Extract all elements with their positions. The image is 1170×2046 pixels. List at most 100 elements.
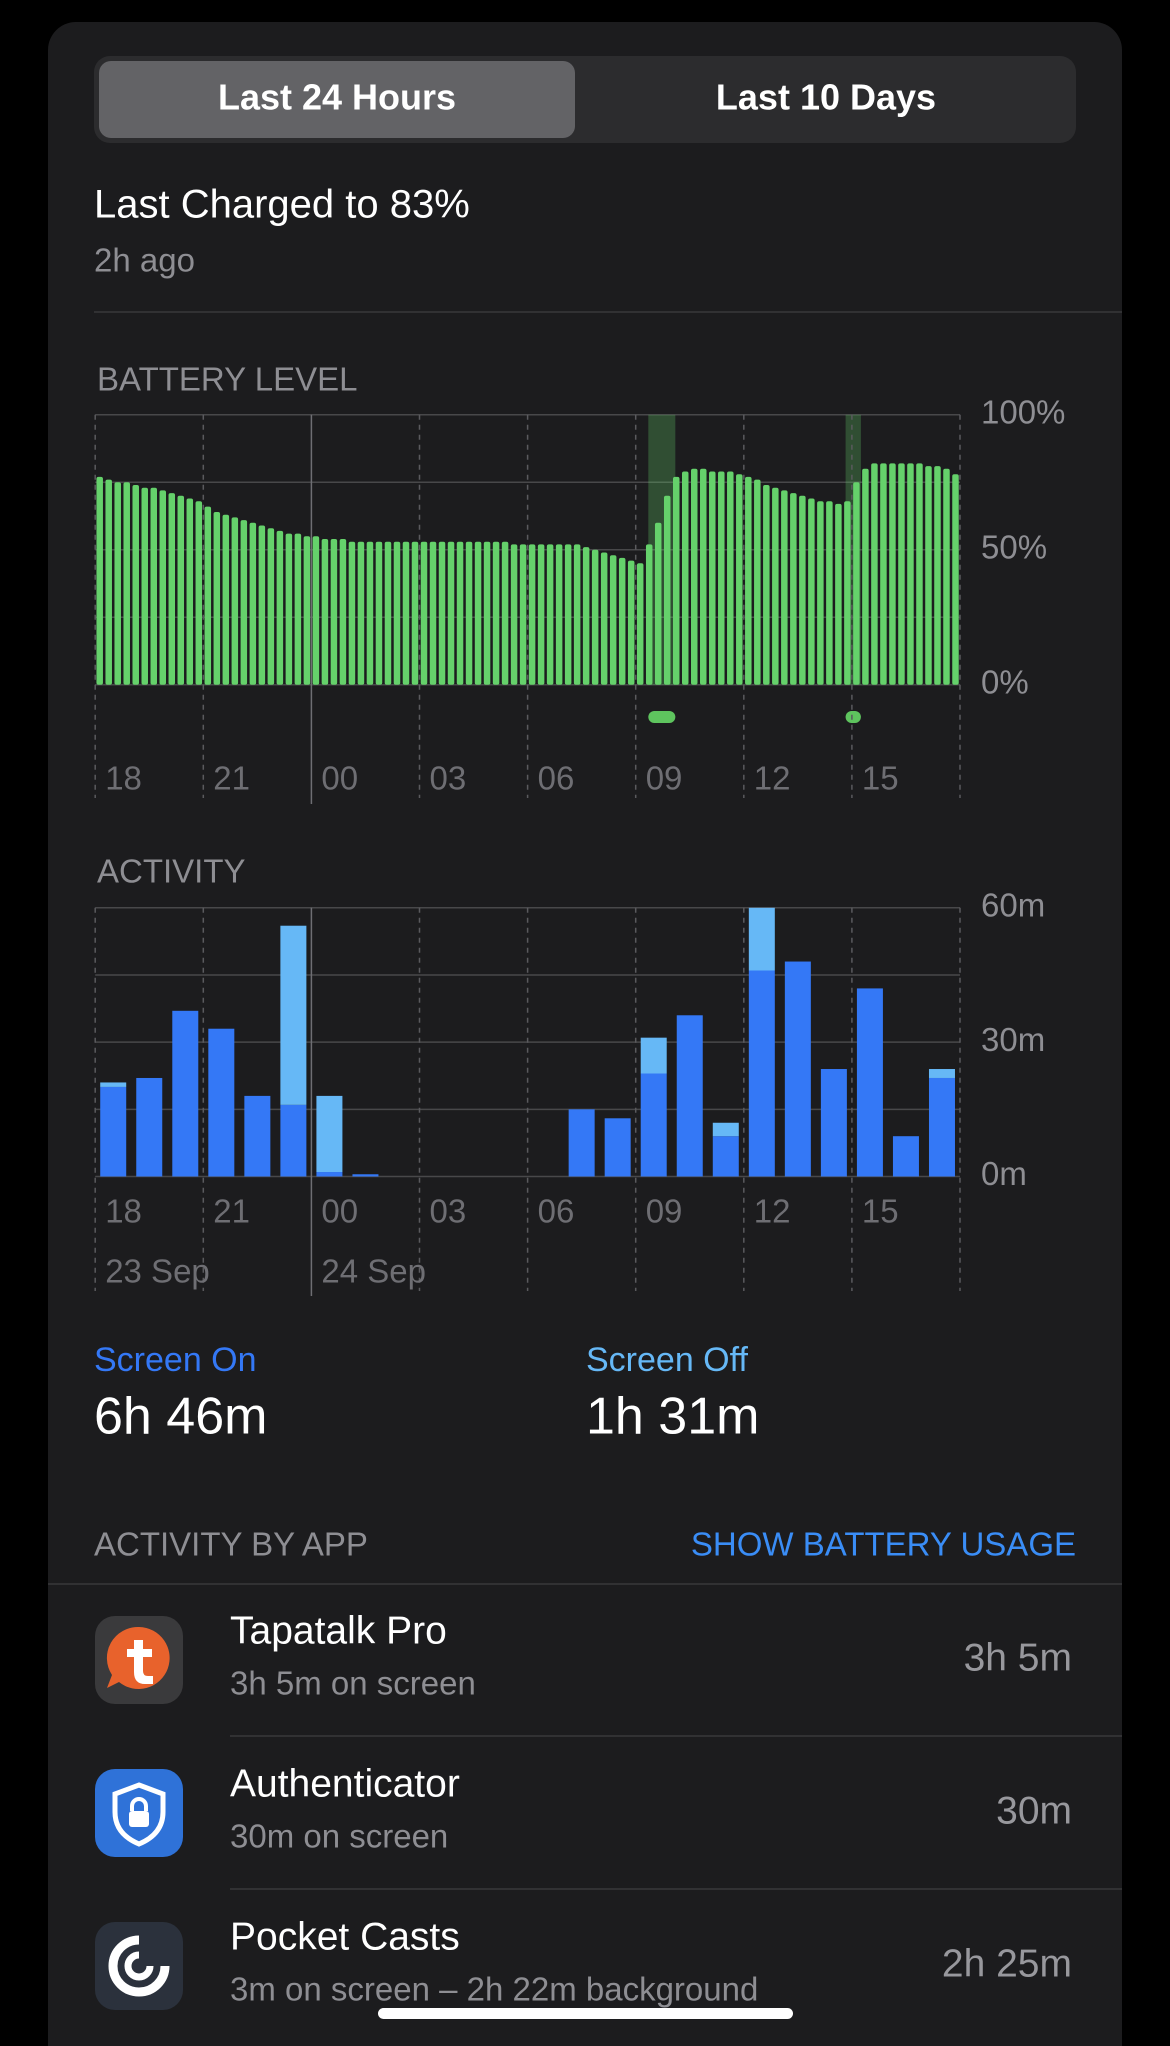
- battery-bar: [600, 552, 608, 685]
- battery-bar: [510, 544, 518, 685]
- battery-bar: [618, 557, 626, 685]
- battery-bar: [799, 495, 806, 685]
- x-tick-label: 06: [538, 760, 575, 797]
- battery-bar: [943, 468, 950, 685]
- date-label: 24 Sep: [321, 1253, 426, 1290]
- battery-bar: [411, 541, 419, 685]
- battery-bar: [528, 544, 536, 685]
- app-row[interactable]: [48, 1737, 1122, 1889]
- battery-bar: [447, 541, 455, 685]
- activity-bar: [244, 1095, 271, 1177]
- x-tick-label: 12: [754, 760, 791, 797]
- battery-bar: [636, 563, 644, 685]
- summary-value: 6h 46m: [94, 1388, 267, 1446]
- app-name: Pocket Casts: [230, 1915, 460, 1958]
- activity-bar: [604, 1118, 631, 1177]
- battery-bar: [294, 533, 302, 685]
- activity-bar: [748, 970, 775, 1177]
- summary-label: Screen On: [94, 1341, 257, 1379]
- tapatalk-icon: [95, 1616, 183, 1704]
- battery-bar: [348, 541, 356, 685]
- activity-bar: [892, 1136, 919, 1177]
- activity-bar: [640, 1037, 667, 1074]
- y-tick-label: 60m: [981, 887, 1045, 924]
- battery-bar: [537, 544, 545, 685]
- battery-bar: [474, 541, 482, 685]
- battery-bar: [781, 490, 788, 685]
- battery-bar: [627, 560, 635, 685]
- battery-bar: [456, 541, 464, 685]
- y-tick-label: 100%: [981, 394, 1065, 431]
- x-tick-label: 03: [430, 760, 467, 797]
- battery-bar: [168, 493, 176, 685]
- x-tick-label: 06: [538, 1193, 575, 1230]
- battery-bar: [790, 493, 797, 685]
- battery-bar: [132, 485, 139, 685]
- battery-bar: [772, 487, 779, 685]
- activity-bar: [100, 1086, 127, 1177]
- section-title: ACTIVITY BY APP: [94, 1526, 368, 1563]
- app-name: Authenticator: [230, 1762, 460, 1805]
- battery-bar: [681, 471, 689, 685]
- activity-bar: [568, 1109, 595, 1177]
- battery-bar: [700, 468, 707, 685]
- app-time: 2h 25m: [942, 1942, 1072, 1985]
- battery-bar: [907, 463, 914, 685]
- battery-bar: [672, 476, 680, 685]
- battery-bar: [844, 501, 851, 685]
- battery-bar: [763, 485, 770, 685]
- x-tick-label: 00: [321, 1193, 358, 1230]
- segment-label[interactable]: Last 24 Hours: [218, 77, 456, 118]
- battery-bar: [754, 479, 761, 685]
- battery-bar: [114, 482, 121, 685]
- x-tick-label: 15: [862, 760, 899, 797]
- pocket-casts-icon: [95, 1922, 183, 2010]
- last-charged-subtitle: 2h ago: [94, 242, 195, 279]
- battery-bar: [303, 536, 311, 685]
- battery-bar: [186, 498, 194, 685]
- activity-bar: [784, 961, 811, 1177]
- battery-bar: [555, 544, 563, 685]
- battery-bar: [736, 474, 743, 685]
- activity-bar: [820, 1069, 847, 1177]
- battery-bar: [808, 498, 815, 685]
- chart-title: ACTIVITY: [97, 853, 246, 890]
- battery-bar: [141, 487, 148, 685]
- activity-bar: [100, 1082, 127, 1087]
- x-tick-label: 03: [430, 1193, 467, 1230]
- charging-indicator: [845, 711, 861, 723]
- battery-bar: [871, 463, 878, 685]
- y-tick-label: 30m: [981, 1021, 1045, 1058]
- battery-bar: [195, 501, 203, 685]
- battery-bar: [853, 482, 860, 685]
- battery-bar: [727, 471, 734, 685]
- charging-indicator: [648, 711, 676, 723]
- app-row[interactable]: [48, 1584, 1122, 1736]
- battery-bar: [546, 544, 554, 685]
- show-battery-usage[interactable]: SHOW BATTERY USAGE: [691, 1526, 1076, 1563]
- x-tick-label: 18: [105, 1193, 142, 1230]
- battery-bar: [609, 555, 617, 685]
- activity-bar: [280, 1104, 307, 1177]
- home-indicator: [378, 2008, 793, 2019]
- battery-bar: [564, 544, 572, 685]
- app-detail: 3m on screen – 2h 22m background: [230, 1971, 758, 2008]
- battery-bar: [267, 528, 275, 685]
- segment-label[interactable]: Last 10 Days: [716, 77, 936, 118]
- activity-bar: [928, 1077, 955, 1177]
- x-tick-label: 18: [105, 760, 142, 797]
- battery-bar: [573, 544, 581, 685]
- activity-bar: [640, 1073, 667, 1177]
- battery-bar: [691, 468, 698, 685]
- authenticator-icon: [95, 1769, 183, 1857]
- battery-bar: [420, 541, 428, 685]
- battery-bar: [276, 530, 284, 685]
- battery-bar: [312, 536, 320, 685]
- battery-bar: [925, 466, 932, 685]
- battery-bar: [231, 517, 239, 685]
- battery-bar: [817, 501, 824, 685]
- x-tick-label: 12: [754, 1193, 791, 1230]
- battery-bar: [654, 522, 662, 685]
- battery-bar: [393, 541, 401, 685]
